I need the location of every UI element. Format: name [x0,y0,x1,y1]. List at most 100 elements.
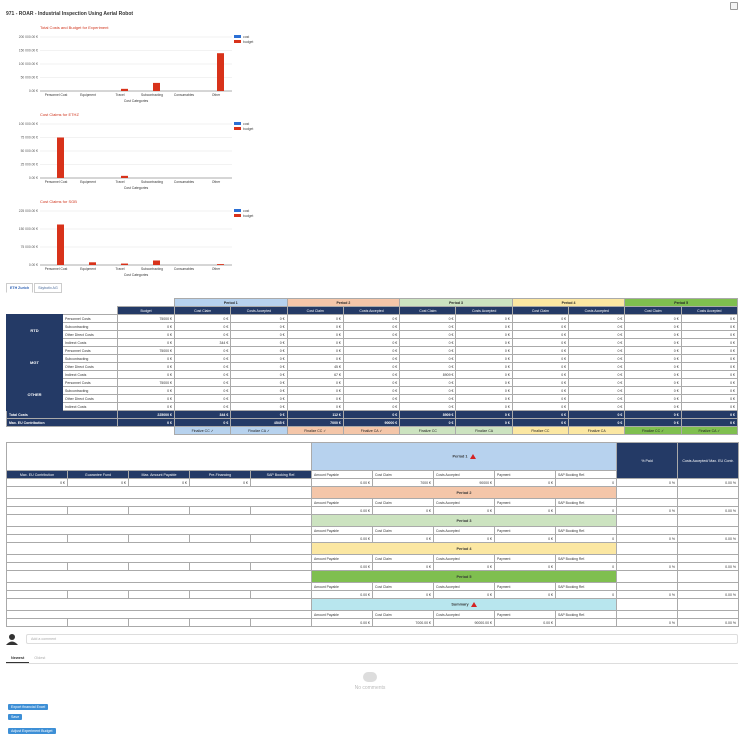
table-cell: 0 € [399,322,457,331]
y-tick-label: 100 000.00 € [19,122,38,126]
table-cell: 0 € [455,314,513,323]
table-cell: 4545 € [230,418,288,427]
table-cell: Costs Accepted [342,306,401,315]
x-tick-label: Equipment [80,267,96,271]
table-cell: 0 € [342,330,401,339]
table-cell: 0 € [680,394,739,403]
table-cell: 0 % [616,618,679,627]
table-cell: 0 € [173,354,232,363]
sub-header: Amount Payable [311,554,373,563]
chart-ethz: Cost Claims for ETHZ 0.00 € 25 000.00 € 50 … [6,112,256,202]
x-tick-label: Consumables [174,180,195,184]
finalize-button[interactable]: Finalize CC ✓ [624,426,682,435]
finalize-button[interactable]: Finalize CA ✓ [680,426,739,435]
chart-sgb: Cost Claims for SGB 0.00 € 75 000.00 € 150 … [6,199,256,289]
table-cell: 0 € [568,418,626,427]
table-cell: Cost Claim [511,306,570,315]
finalize-button[interactable]: Finalize CA [455,426,513,435]
sub-header: Cost Claim [372,610,434,619]
sub-header: Payment [494,526,556,535]
finalize-button[interactable]: Finalize CC [511,426,570,435]
table-cell: 0.00 € [311,506,373,515]
table-cell: 0 € [230,378,288,387]
table-cell: Costs Accepted [680,306,739,315]
finalize-button[interactable]: Finalize CC ✓ [286,426,344,435]
table-row: Subcontracting 0 €0 €0 €0 €0 €0 €0 €0 €0 … [7,386,739,395]
table-cell: Indirect Costs [62,402,118,411]
table-cell: 0 € [372,562,434,571]
table-cell: 0 € [494,562,556,571]
table-cell: 90000 € [342,418,401,427]
table-cell [6,610,312,619]
document-icon[interactable] [730,2,738,10]
sub-header: Cost Claim [372,554,434,563]
table-cell [6,506,68,515]
tab-eth-zurich[interactable]: ETH Zurich [6,283,34,293]
bar-budget [121,263,128,265]
table-cell [7,427,175,435]
table-cell: 0 € [568,362,626,371]
table-cell [6,554,312,563]
column-header: Max. EU Contribution [6,470,68,479]
table-cell: 0 € [494,590,556,599]
table-cell: Indirect Costs [62,338,118,347]
table-cell: Costs Accepted [455,306,513,315]
sub-header: Payment [494,470,556,479]
y-tick-label: 50 000.00 € [21,149,39,153]
table-cell [6,534,68,543]
sub-header: Cost Claim [372,526,434,535]
group-label: MGT [6,346,63,379]
table-cell: 0 € [399,314,457,323]
save-button[interactable]: Save [8,714,23,720]
table-cell: 0 € [342,362,401,371]
table-cell: 0 € [511,378,570,387]
table-cell: 112 € [286,410,344,419]
tab-newest[interactable]: Newest [6,654,30,663]
table-cell [250,618,312,627]
table-cell [189,618,251,627]
table-cell: 0 € [173,418,232,427]
bar-budget [57,137,64,178]
period-section-header: Period 5 [310,570,618,583]
x-tick-label: Other [212,180,221,184]
table-cell: 0.00 € [311,534,373,543]
table-cell: 90000 € [433,478,495,487]
sub-header: Amount Payable [311,470,373,479]
legend-item: budget [234,39,253,44]
comment-input[interactable]: Add a comment [26,634,738,644]
sub-header: Costs Accepted [433,498,495,507]
table-cell [677,498,740,507]
finalize-button[interactable]: Finalize CA ✓ [342,426,401,435]
table-cell: 0.00 % [677,618,740,627]
table-row: 0.00 €0 €0 €0 €0 0 % 0.00 % [6,590,740,599]
table-cell: 0 € [117,338,175,347]
tab-oldest[interactable]: Oldest [34,656,46,660]
sub-header: Costs Accepted [433,526,495,535]
y-tick-label: 75 000.00 € [21,136,39,140]
table-cell: 0 € [624,362,682,371]
table-row: 0 €0 €0 €0 €0.00 €7000 €90000 €0 €0 0 % 0.… [6,478,740,487]
table-cell: 7000.00 € [372,618,434,627]
adjust-budget-button[interactable]: Adjust Experiment Budget [8,728,56,734]
finalize-button[interactable]: Finalize CC [399,426,457,435]
group-label: RTD [6,314,63,347]
x-tick-label: Personnel Cost [45,267,68,271]
table-cell: 0 € [455,346,513,355]
table-cell [250,506,312,515]
table-cell: 0 € [624,322,682,331]
table-cell: 0 [554,562,618,571]
table-cell [616,498,679,507]
finalize-button[interactable]: Finalize CC ✓ [173,426,232,435]
table-cell: 0 € [173,346,232,355]
tab-skybotix[interactable]: Skybotix AG [34,283,62,293]
table-cell [67,590,129,599]
table-cell: 0 € [568,330,626,339]
table-cell: 0 € [399,378,457,387]
export-excel-button[interactable]: Export financial Excel [8,704,49,710]
table-cell [67,534,129,543]
table-cell: 0 € [568,402,626,411]
finalize-button[interactable]: Finalize CA ✓ [230,426,288,435]
finalize-button[interactable]: Finalize CA [568,426,626,435]
partner-tabs: ETH Zurich Skybotix AG [6,283,63,293]
table-cell: 0 € [511,418,570,427]
